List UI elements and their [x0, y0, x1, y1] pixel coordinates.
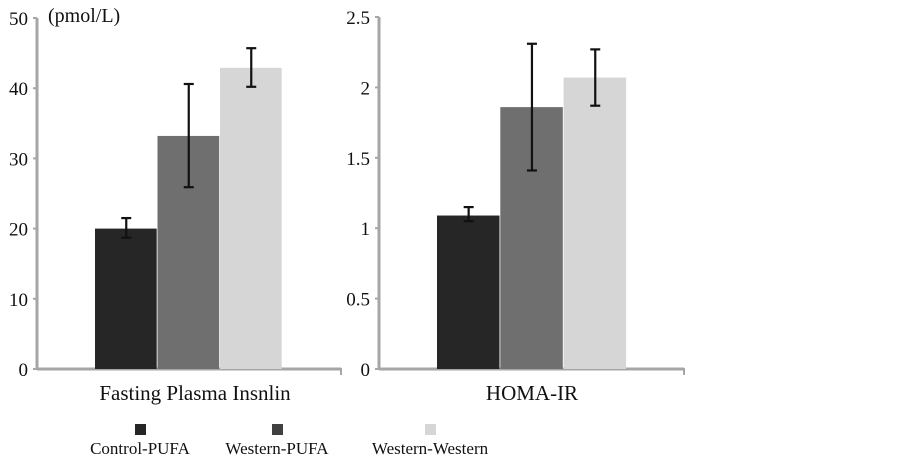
insulin-bar-control-pufa: [95, 228, 157, 369]
legend-item-western-pufa: Western-PUFA: [213, 424, 341, 459]
homa-y-tick-label: 2: [361, 78, 371, 99]
homa-category-label: HOMA-IR: [486, 381, 578, 405]
insulin-category-label: Fasting Plasma Insnlin: [99, 381, 291, 405]
legend-item-western-western: Western-Western: [355, 424, 505, 459]
homa-y-tick-label: 2.5: [346, 8, 370, 29]
homa-y-tick-label: 1.5: [346, 149, 370, 170]
homa-y-tick-label: 1: [361, 219, 371, 240]
homa-y-tick-label: 0: [361, 360, 371, 381]
homa-y-tick-label: 0.5: [346, 290, 370, 311]
insulin-y-tick-label: 30: [9, 149, 28, 170]
insulin-y-tick-label: 40: [9, 79, 28, 100]
legend-label-control-pufa: Control-PUFA: [90, 439, 190, 458]
insulin-bar-western-western: [220, 67, 282, 369]
homa-bar-western-western: [563, 77, 627, 369]
insulin-y-tick-label: 10: [9, 290, 28, 311]
homa-bar-control-pufa: [437, 215, 500, 369]
legend-label-western-pufa: Western-PUFA: [225, 439, 329, 458]
legend-swatch-western-western: [424, 424, 436, 435]
legend: Control-PUFA Western-PUFA Western-Wester…: [0, 424, 899, 464]
legend-swatch-western-pufa: [271, 424, 283, 435]
insulin-y-tick-label: 50: [9, 9, 28, 30]
insulin-y-tick-label: 20: [9, 220, 28, 241]
insulin-unit-label: (pmol/L): [48, 5, 120, 27]
legend-item-control-pufa: Control-PUFA: [80, 424, 200, 459]
legend-swatch-control-pufa: [134, 424, 146, 435]
insulin-y-tick-label: 0: [19, 360, 29, 381]
legend-label-western-western: Western-Western: [371, 439, 489, 458]
